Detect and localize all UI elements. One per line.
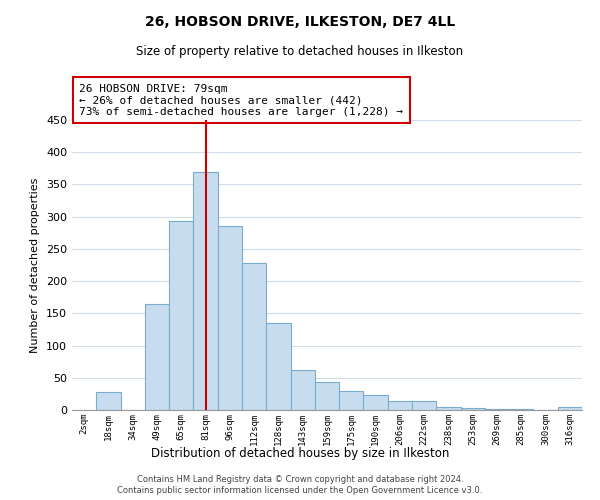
- Bar: [145, 304, 169, 410]
- Text: 26 HOBSON DRIVE: 79sqm
← 26% of detached houses are smaller (442)
73% of semi-de: 26 HOBSON DRIVE: 79sqm ← 26% of detached…: [79, 84, 403, 117]
- Bar: [169, 221, 193, 410]
- Bar: [290, 370, 315, 410]
- Bar: [339, 390, 364, 410]
- Bar: [412, 401, 436, 410]
- Text: Contains HM Land Registry data © Crown copyright and database right 2024.: Contains HM Land Registry data © Crown c…: [137, 475, 463, 484]
- Y-axis label: Number of detached properties: Number of detached properties: [31, 178, 40, 352]
- Bar: [315, 382, 339, 410]
- Bar: [461, 408, 485, 410]
- Bar: [364, 395, 388, 410]
- Text: Size of property relative to detached houses in Ilkeston: Size of property relative to detached ho…: [136, 45, 464, 58]
- Bar: [485, 408, 509, 410]
- Text: Contains public sector information licensed under the Open Government Licence v3: Contains public sector information licen…: [118, 486, 482, 495]
- Bar: [218, 226, 242, 410]
- Text: 26, HOBSON DRIVE, ILKESTON, DE7 4LL: 26, HOBSON DRIVE, ILKESTON, DE7 4LL: [145, 15, 455, 29]
- Text: Distribution of detached houses by size in Ilkeston: Distribution of detached houses by size …: [151, 448, 449, 460]
- Bar: [96, 392, 121, 410]
- Bar: [266, 323, 290, 410]
- Bar: [242, 263, 266, 410]
- Bar: [388, 401, 412, 410]
- Bar: [558, 407, 582, 410]
- Bar: [436, 407, 461, 410]
- Bar: [193, 172, 218, 410]
